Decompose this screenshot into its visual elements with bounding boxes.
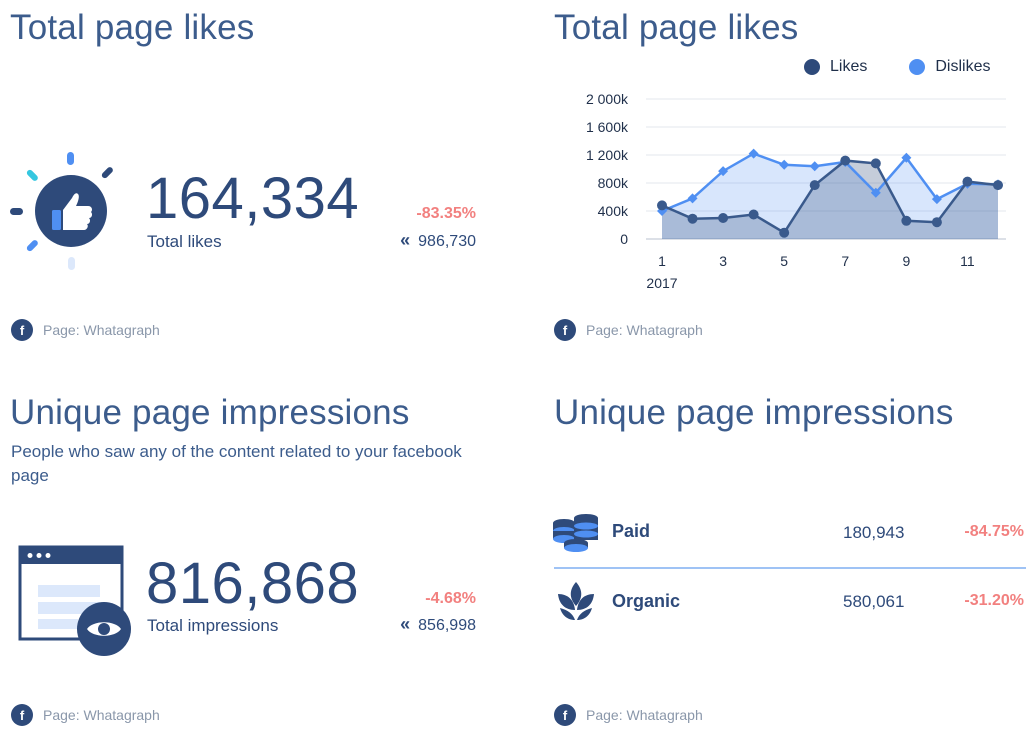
likes-previous-number: 986,730 <box>418 233 476 250</box>
total-impressions-value: 816,868 <box>146 551 360 616</box>
chart-legend: Likes Dislikes <box>804 58 990 76</box>
likes-card-footer: f Page: Whatagraph <box>11 319 160 341</box>
likes-chart-footer: f Page: Whatagraph <box>554 319 703 341</box>
dislikes-point <box>779 159 790 170</box>
dislikes-point <box>901 152 912 163</box>
legend-likes-swatch <box>804 59 820 75</box>
organic-label: Organic <box>612 591 681 611</box>
organic-change-percent: -31.20% <box>964 592 1024 609</box>
likes-line <box>661 159 999 235</box>
y-tick-label: 800k <box>598 175 629 191</box>
likes-point <box>748 209 759 220</box>
dislikes-point <box>931 194 942 205</box>
impressions-description: People who saw any of the content relate… <box>11 442 462 485</box>
likes-point <box>993 180 1003 191</box>
impressions-breakdown-title: Unique page impressions <box>554 393 954 432</box>
y-tick-label: 2 000k <box>586 91 629 107</box>
organic-value: 580,061 <box>843 592 905 611</box>
browser-eye-icon <box>18 545 133 660</box>
dislikes-point <box>748 148 759 159</box>
legend-dislikes-swatch <box>909 59 926 75</box>
x-tick-label: 9 <box>902 253 910 269</box>
y-tick-label: 400k <box>598 203 629 219</box>
facebook-icon: f <box>554 319 576 341</box>
likes-point <box>931 217 942 228</box>
dislikes-point <box>870 187 881 198</box>
x-tick-label: 11 <box>960 253 975 269</box>
impressions-previous-number: 856,998 <box>418 617 476 634</box>
likes-chart-title: Total page likes <box>554 8 799 47</box>
impressions-card-footer-text: Page: Whatagraph <box>43 707 160 723</box>
likes-point <box>870 158 881 169</box>
dislikes-point <box>809 161 820 172</box>
likes-point <box>840 155 851 166</box>
x-tick-label: 7 <box>841 253 849 269</box>
likes-point <box>901 215 912 226</box>
likes-area <box>662 160 998 239</box>
thumbs-up-icon <box>10 150 120 270</box>
likes-point <box>962 176 973 187</box>
likes-point <box>718 213 729 223</box>
paid-change-percent: -84.75% <box>964 523 1024 540</box>
row-divider <box>554 567 1026 569</box>
likes-point <box>687 213 698 224</box>
likes-point <box>809 180 820 191</box>
impressions-card-footer: f Page: Whatagraph <box>11 704 160 726</box>
x-tick-label: 1 <box>658 253 666 269</box>
impressions-breakdown-footer-text: Page: Whatagraph <box>586 707 703 723</box>
facebook-icon: f <box>554 704 576 726</box>
facebook-icon: f <box>11 319 33 341</box>
legend-dislikes-label: Dislikes <box>935 58 991 75</box>
y-tick-label: 1 200k <box>586 147 629 163</box>
x-tick-label: 3 <box>719 253 727 269</box>
dislikes-line <box>661 152 999 213</box>
double-chevron-left-icon: « <box>400 230 411 250</box>
dislikes-point <box>718 166 729 177</box>
total-likes-label: Total likes <box>147 232 222 251</box>
impressions-change-percent: -4.68% <box>425 590 476 607</box>
impressions-breakdown-footer: f Page: Whatagraph <box>554 704 703 726</box>
impressions-previous-value: « 856,998 <box>400 614 476 635</box>
y-tick-label: 1 600k <box>586 119 629 135</box>
total-impressions-label: Total impressions <box>147 616 279 635</box>
likes-point <box>779 227 790 238</box>
double-chevron-left-icon: « <box>400 614 411 634</box>
likes-previous-value: « 986,730 <box>400 230 476 251</box>
facebook-icon: f <box>11 704 33 726</box>
likes-card-title: Total page likes <box>10 8 255 47</box>
x-year-label: 2017 <box>646 275 677 291</box>
dislikes-point <box>687 193 698 204</box>
total-likes-value: 164,334 <box>146 166 360 231</box>
likes-change-percent: -83.35% <box>416 205 476 222</box>
impressions-card-title: Unique page impressions <box>10 393 410 432</box>
legend-likes-label: Likes <box>830 58 868 75</box>
likes-point <box>657 200 667 211</box>
dislikes-area <box>662 153 998 239</box>
paid-label: Paid <box>612 521 651 541</box>
likes-card-footer-text: Page: Whatagraph <box>43 322 160 338</box>
paid-value: 180,943 <box>843 523 905 542</box>
y-tick-label: 0 <box>620 231 628 247</box>
likes-chart-footer-text: Page: Whatagraph <box>586 322 703 338</box>
coins-icon <box>552 513 600 553</box>
likes-line-chart: 0 400k 800k 1 200k 1 600k 2 000k 1 3 5 7 9 11 2017 <box>586 91 1006 291</box>
x-tick-label: 5 <box>780 253 788 269</box>
plant-icon <box>556 580 596 622</box>
